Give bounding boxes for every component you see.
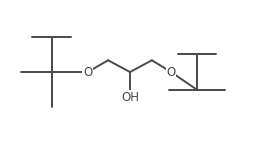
Text: O: O bbox=[167, 66, 176, 79]
Text: O: O bbox=[83, 66, 92, 79]
Text: OH: OH bbox=[121, 91, 139, 104]
